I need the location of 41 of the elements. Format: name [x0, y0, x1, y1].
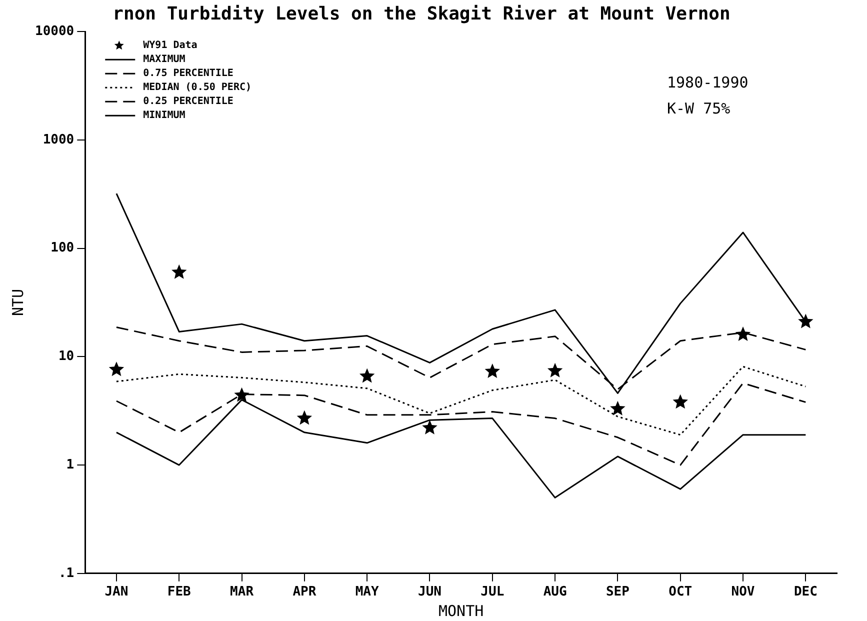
x-tick-label: SEP [606, 584, 630, 600]
point [296, 410, 312, 425]
y-tick-label: 1000 [42, 132, 74, 148]
x-tick-label: JUN [418, 584, 442, 600]
x-tick-label: AUG [543, 584, 567, 600]
x-tick-label: MAY [355, 584, 379, 600]
annotation: K-W 75% [667, 99, 730, 118]
x-tick-label: OCT [668, 584, 692, 600]
x-tick-label: APR [292, 584, 316, 600]
point [484, 363, 500, 378]
legend-label: 0.75 PERCENTILE [143, 68, 234, 80]
y-tick-label: .1 [58, 566, 74, 581]
legend-label: MEDIAN (0.50 PERC) [143, 82, 252, 94]
y-axis-title: NTU [8, 288, 27, 316]
legend-label: 0.25 PERCENTILE [143, 96, 234, 108]
point [798, 314, 814, 328]
x-tick-label: JUL [480, 584, 504, 600]
point [359, 368, 375, 383]
x-axis-title: MONTH [438, 602, 484, 620]
point [672, 394, 688, 409]
point [547, 362, 563, 378]
x-tick-label: FEB [167, 584, 192, 600]
x-tick-label: MAR [230, 584, 254, 600]
point [172, 264, 187, 279]
x-tick-label: NOV [731, 584, 755, 600]
point [108, 362, 124, 376]
point [234, 387, 250, 402]
legend-label: MAXIMUM [143, 54, 186, 66]
chart-title: rnon Turbidity Levels on the Skagit River at Mount Vernon [112, 3, 730, 24]
x-tick-label: JAN [104, 584, 128, 600]
x-tick-label: DEC [794, 584, 818, 600]
point [610, 400, 626, 416]
point [422, 420, 438, 434]
y-tick-label: 10000 [34, 24, 74, 39]
point [735, 326, 751, 342]
legend-label: MINIMUM [143, 110, 186, 122]
y-tick-label: 1 [66, 457, 74, 472]
y-tick-label: 10 [58, 349, 74, 364]
legend-label: WY91 Data [143, 40, 198, 52]
annotation: 1980-1990 [667, 73, 748, 92]
y-tick-label: 100 [50, 240, 74, 256]
